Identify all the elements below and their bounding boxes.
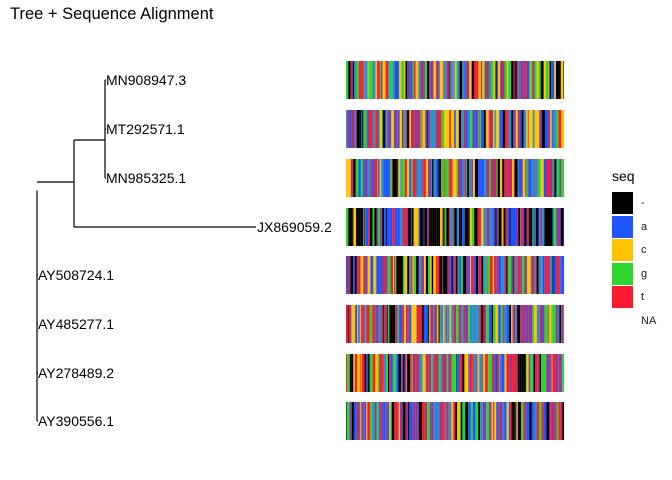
tip-label: MN985325.1 <box>106 170 186 186</box>
legend-label: t <box>641 291 645 303</box>
legend-swatch <box>612 239 633 261</box>
legend-item: - <box>612 192 645 214</box>
alignment-track <box>346 402 565 440</box>
alignment-track <box>346 208 565 246</box>
alignment-track <box>346 61 565 99</box>
legend-swatch <box>612 215 633 238</box>
legend-item: a <box>612 215 648 238</box>
tip-label: AY485277.1 <box>38 316 114 332</box>
legend-swatch <box>612 192 633 214</box>
alignment-track <box>346 354 565 392</box>
alignment-track <box>346 110 565 148</box>
legend-label: a <box>641 220 648 233</box>
tip-label: MT292571.1 <box>106 121 185 137</box>
legend-label: NA <box>641 314 657 327</box>
legend-label: - <box>641 197 645 209</box>
legend-label: c <box>641 244 647 256</box>
legend-swatch <box>612 262 633 285</box>
figure-title: Tree + Sequence Alignment <box>10 5 214 23</box>
tip-label: MN908947.3 <box>106 72 186 88</box>
legend-item: NA <box>612 309 657 332</box>
legend-item: c <box>612 239 647 261</box>
legend-item: t <box>612 286 644 308</box>
legend-swatch <box>612 286 633 308</box>
legend-label: g <box>641 267 648 280</box>
legend-title: seq <box>612 168 635 184</box>
tip-label: JX869059.2 <box>257 219 332 235</box>
legend-item: g <box>612 262 648 285</box>
alignment-track <box>346 159 565 197</box>
tip-label: AY390556.1 <box>38 413 114 429</box>
alignment-track <box>346 256 565 294</box>
tip-label: AY508724.1 <box>38 267 114 283</box>
alignment-track <box>346 305 565 343</box>
tip-label: AY278489.2 <box>38 365 114 381</box>
legend-swatch <box>612 309 633 332</box>
